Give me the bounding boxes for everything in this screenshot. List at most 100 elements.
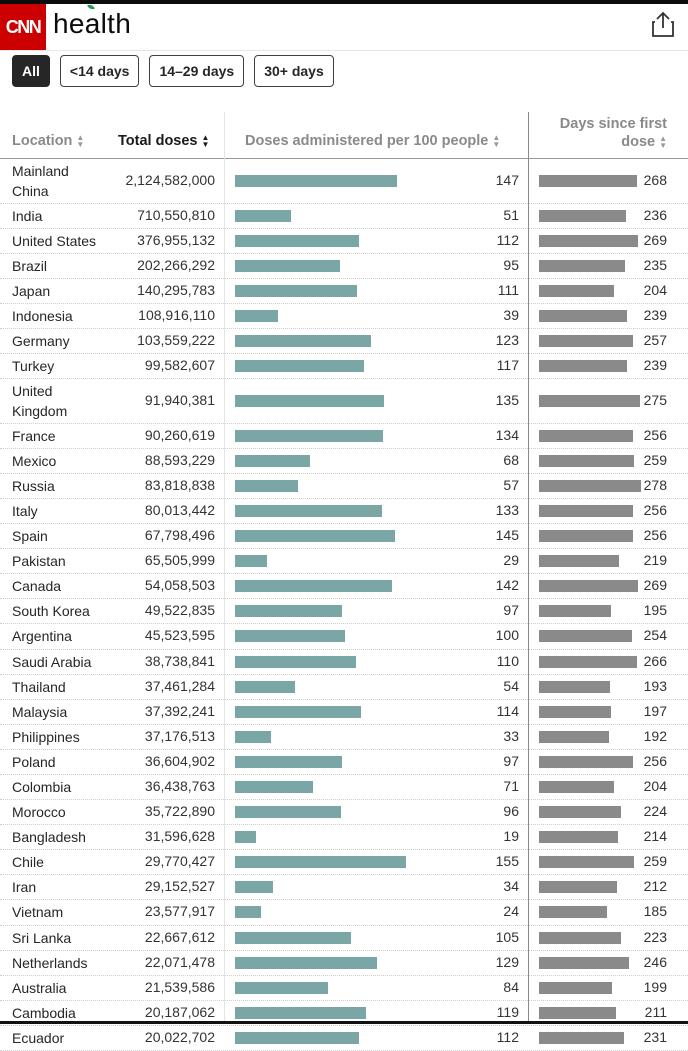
cell-per100-value: 29: [503, 552, 519, 569]
cell-days-value: 256: [643, 527, 667, 544]
table-row: United States 376,955,132 112 269: [0, 229, 688, 254]
cell-location: Indonesia: [12, 307, 73, 324]
days-bar: [539, 881, 617, 894]
per100-bar: [235, 360, 365, 373]
days-bar: [539, 1006, 617, 1019]
per100-bar: [235, 906, 262, 919]
cell-total-doses: 29,770,427: [144, 853, 215, 870]
cell-days-value: 235: [643, 256, 667, 273]
cell-total-doses: 22,071,478: [144, 953, 215, 970]
cell-location: Australia: [12, 979, 67, 996]
cell-location: Canada: [12, 578, 62, 595]
per100-bar: [235, 856, 406, 869]
days-bar: [539, 284, 614, 297]
cell-location: Sri Lanka: [12, 929, 72, 946]
col-per100-header[interactable]: Doses administered per 100 people ▲ ▼: [245, 133, 500, 149]
cell-location: United Kingdom: [12, 382, 68, 419]
cell-total-doses: 36,604,902: [144, 752, 215, 769]
cell-total-doses: 202,266,292: [137, 256, 215, 273]
cell-total-doses: 108,916,110: [138, 306, 215, 323]
cell-location: Saudi Arabia: [12, 653, 92, 670]
table-header: Location ▲ ▼ Total doses ▲ ▼ Doses administe…: [0, 112, 688, 159]
table-row: Indonesia 108,916,110 39 239: [0, 304, 688, 329]
days-bar: [539, 504, 633, 517]
cell-total-doses: 20,022,702: [144, 1028, 215, 1045]
cell-per100-value: 39: [503, 306, 519, 323]
cell-total-doses: 710,550,810: [137, 206, 215, 223]
cell-total-doses: 38,738,841: [144, 652, 215, 669]
days-bar: [539, 781, 614, 794]
cell-per100-value: 111: [497, 281, 519, 298]
days-bar: [539, 479, 641, 492]
table-row: Chile 29,770,427 155 259: [0, 850, 688, 876]
bottom-border: [0, 1021, 688, 1024]
days-bar: [539, 655, 637, 668]
table-row: Poland 36,604,902 97 256: [0, 750, 688, 775]
cell-per100-value: 112: [496, 1028, 519, 1045]
per100-bar: [235, 630, 346, 643]
cell-days-value: 193: [643, 677, 667, 694]
table-row: Ecuador 20,022,702 112 231: [0, 1026, 688, 1051]
days-bar: [539, 209, 626, 222]
cell-days-value: 223: [643, 928, 667, 945]
col-days-header[interactable]: Days since first dose ▲ ▼: [560, 115, 667, 151]
cell-total-doses: 37,392,241: [144, 702, 215, 719]
table-row: Netherlands 22,071,478 129 246: [0, 951, 688, 976]
cell-per100-value: 19: [503, 828, 519, 845]
table-row: Italy 80,013,442 133 256: [0, 499, 688, 525]
column-divider: [528, 112, 529, 1022]
filter-30-plus-days[interactable]: 30+ days: [254, 55, 334, 87]
cell-days-value: 185: [643, 903, 667, 920]
cell-total-doses: 88,593,229: [144, 451, 215, 468]
days-bar: [539, 931, 621, 944]
cell-location: Thailand: [12, 678, 66, 695]
days-bar: [539, 956, 630, 969]
cell-days-value: 239: [643, 306, 667, 323]
col-location-header[interactable]: Location ▲ ▼: [12, 133, 84, 149]
cell-location: Pakistan: [12, 553, 66, 570]
share-icon[interactable]: [650, 10, 676, 38]
per100-bar: [235, 530, 395, 543]
cell-location: Colombia: [12, 779, 72, 796]
table-row: Russia 83,818,838 57 278: [0, 474, 688, 499]
cell-per100-value: 68: [503, 451, 519, 468]
cnn-logo[interactable]: CNN: [0, 4, 46, 50]
cell-per100-value: 51: [503, 206, 519, 223]
days-bar: [539, 429, 633, 442]
cell-days-value: 239: [643, 357, 667, 374]
filter-under-14-days[interactable]: <14 days: [59, 55, 140, 87]
days-bar: [539, 174, 638, 187]
col-total-header[interactable]: Total doses ▲ ▼: [118, 133, 209, 149]
table-row: Iran 29,152,527 34 212: [0, 875, 688, 901]
days-bar: [539, 555, 620, 568]
per100-bar: [235, 655, 357, 668]
cell-days-value: 246: [643, 953, 667, 970]
table-row: Thailand 37,461,284 54 193: [0, 675, 688, 700]
filter-all[interactable]: All: [12, 55, 50, 87]
per100-bar: [235, 1006, 367, 1019]
cell-per100-value: 57: [503, 476, 519, 493]
filter-14-29-days[interactable]: 14–29 days: [149, 55, 245, 87]
days-bar: [539, 831, 618, 844]
days-bar: [539, 981, 612, 994]
per100-bar: [235, 881, 273, 894]
cell-per100-value: 135: [495, 391, 519, 408]
table-row: India 710,550,810 51 236: [0, 204, 688, 229]
cell-days-value: 204: [643, 778, 667, 795]
per100-bar: [235, 605, 342, 618]
days-bar: [539, 394, 640, 407]
days-bar: [539, 705, 612, 718]
section-title[interactable]: health: [53, 8, 132, 39]
table-row: United Kingdom 91,940,381 135 275: [0, 379, 688, 424]
days-bar: [539, 605, 611, 618]
cell-days-value: 256: [643, 752, 667, 769]
col-location-label: Location: [12, 133, 73, 149]
days-bar: [539, 580, 638, 593]
cell-days-value: 219: [643, 552, 667, 569]
table-row: Spain 67,798,496 145 256: [0, 524, 688, 550]
cell-days-value: 224: [643, 803, 667, 820]
cell-per100-value: 145: [495, 527, 519, 544]
cell-per100-value: 34: [503, 878, 519, 895]
cell-location: India: [12, 207, 43, 224]
cell-location: Chile: [12, 854, 44, 871]
